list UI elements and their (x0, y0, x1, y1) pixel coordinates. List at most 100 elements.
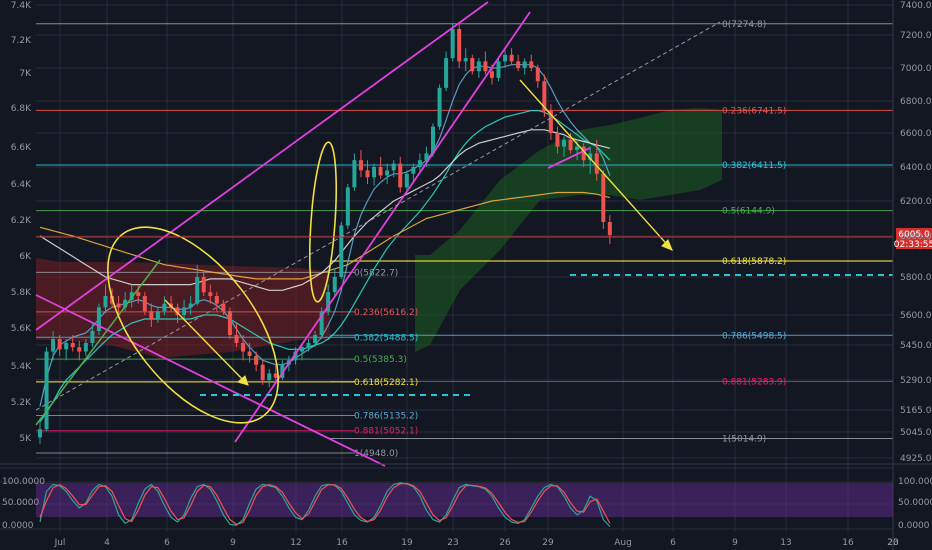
time-tick-label: 19 (401, 538, 413, 548)
candle-body (588, 153, 593, 161)
trendline-dashed (35, 21, 721, 411)
time-tick-label: Aug (614, 538, 632, 548)
trendline-channel-top (35, 1, 489, 331)
candle-body (404, 173, 409, 188)
candle-body (129, 292, 134, 300)
time-tick-label: 6 (164, 538, 170, 548)
candle-body (280, 364, 285, 378)
price-tick-label: 6800.0 (900, 97, 932, 107)
time-tick-label: 9 (230, 538, 236, 548)
price-tick-label: 7400.0 (900, 1, 932, 11)
ma-line (39, 64, 611, 407)
candle-body (542, 81, 547, 111)
candle-body (38, 429, 42, 438)
fib-retracement-left: 0(5822.7) 0.236(5616.2) 0.382(5488.5) 0.5(5… (36, 268, 418, 459)
fib-retracement-right: 0(7274.8) 0.236(6741.5) 0.382(6411.5) 0.5(6… (36, 20, 893, 445)
candle-body (463, 58, 468, 62)
ellipse-highlight-1 (107, 226, 279, 424)
candle-body (607, 222, 612, 236)
candle-body (339, 225, 344, 277)
candle-body (77, 347, 82, 352)
fib-left-label: 0.786(5135.2) (354, 411, 418, 421)
candle-body (581, 146, 586, 161)
trendline-channel-bottom (234, 11, 531, 443)
stochastic-k-line (39, 482, 611, 528)
fib-left-label: 0.5(5385.3) (354, 355, 407, 365)
candle-body (103, 296, 108, 308)
candle-body (214, 296, 219, 304)
time-tick-label: 20 (887, 538, 899, 548)
time-tick-label: 23 (887, 538, 898, 548)
ma-line (39, 191, 611, 280)
fib-right-label: 0.786(5498.5) (722, 331, 786, 341)
candle-body (234, 335, 239, 343)
candle-body (398, 163, 403, 188)
time-tick-label: 16 (336, 538, 348, 548)
price-tick-label: 6K (19, 252, 32, 262)
candle-body (352, 160, 357, 188)
current-price-badge (896, 228, 932, 249)
candle-body (555, 133, 560, 147)
fib-right-label: 0.5(6144.9) (722, 207, 775, 217)
fib-left-label: 1(4948.0) (354, 449, 398, 459)
candle-body (319, 311, 324, 335)
candle-body (188, 303, 193, 308)
candle-body (601, 173, 606, 222)
candle-body (293, 351, 298, 361)
candle-body (437, 87, 442, 127)
candle-body (365, 170, 370, 178)
price-axis-left: 7.4K 7.2K 7K 6.8K 6.6K 6.4K 6.2K 6K 5.8K 5.6K 5.4K… (11, 1, 32, 444)
stochastic-tick-label-left: 50.0000 (2, 498, 39, 508)
candle-body (417, 160, 422, 167)
candle-body (201, 277, 206, 293)
candle-body (424, 153, 429, 161)
price-tick-label: 5600.0 (900, 311, 932, 321)
candle-body (182, 307, 187, 315)
time-tick-label: 9 (732, 538, 738, 548)
candle-body (562, 139, 566, 147)
candle-body (496, 61, 501, 78)
arrow-down-right (519, 79, 673, 251)
time-tick-label: 4 (104, 538, 110, 548)
candles (38, 23, 612, 444)
stochastic-d-line (39, 482, 611, 525)
annotations (35, 1, 893, 467)
time-tick-label: 29 (542, 538, 554, 548)
candle-body (51, 339, 56, 352)
fib-right-label: 0.382(6411.5) (722, 161, 786, 171)
candle-body (345, 187, 350, 226)
candle-body (313, 335, 318, 343)
candle-body (594, 153, 599, 174)
candle-body (260, 364, 265, 380)
candle-body (116, 303, 121, 308)
candle-body (208, 292, 213, 296)
candle-body (326, 292, 331, 312)
price-tick-label: 5165.0 (900, 406, 932, 416)
price-tick-label: 6.4K (11, 180, 32, 190)
candle-body (385, 170, 390, 176)
candle-body (123, 299, 128, 308)
candle-body (529, 61, 534, 68)
time-tick-label: 13 (780, 538, 791, 548)
candle-body (254, 355, 259, 365)
candle-body (221, 303, 226, 312)
current-price-countdown: 02:33:55 (894, 240, 932, 250)
candle-body (227, 311, 232, 335)
fib-right-label: 0.881(5283.9) (722, 377, 786, 387)
stochastic-panel: 100.0000 50.0000 0.0000 100.0000 50.0000 0.00… (0, 463, 932, 531)
candle-body (457, 29, 462, 62)
price-tick-label: 5.2K (11, 398, 32, 408)
price-tick-label: 7000.0 (900, 64, 932, 74)
price-tick-label: 7K (19, 69, 32, 79)
fib-left-label: 0.236(5616.2) (354, 308, 418, 318)
price-tick-label: 6600.0 (900, 129, 932, 139)
fib-right-label: 0(7274.8) (722, 20, 766, 30)
candle-body (162, 303, 167, 312)
candle-body (83, 343, 88, 352)
candle-body (391, 163, 396, 171)
candle-body (535, 68, 540, 82)
price-tick-label: 7.2K (11, 36, 32, 46)
stochastic-tick-label-right: 50.0000 (898, 498, 932, 508)
candle-body (273, 373, 278, 378)
